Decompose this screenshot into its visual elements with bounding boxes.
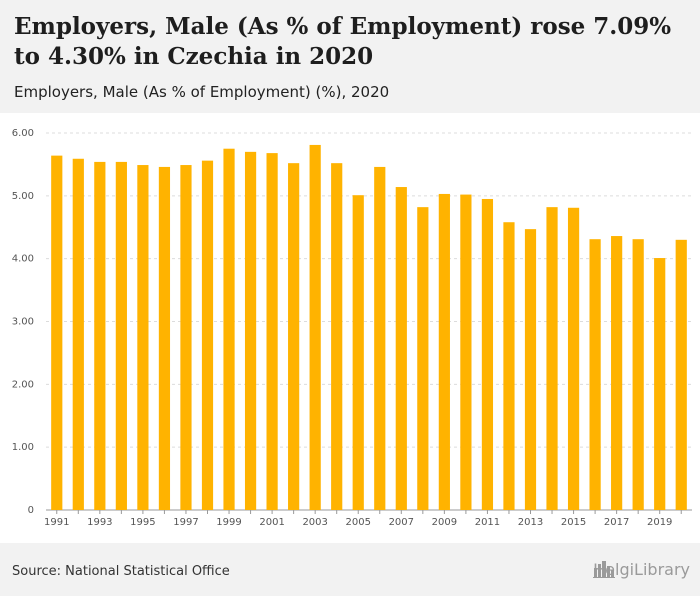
- bar: [503, 222, 515, 510]
- x-tick-label: 1997: [173, 517, 198, 528]
- brand-logo[interactable]: HelgiLibrary: [593, 560, 690, 579]
- x-tick-label: 2019: [647, 517, 672, 528]
- y-tick-label: 2.00: [12, 379, 34, 390]
- bar: [632, 239, 644, 510]
- bar: [288, 163, 300, 510]
- bar: [417, 207, 429, 510]
- source-note: Source: National Statistical Office: [12, 564, 230, 579]
- x-tick-label: 1991: [44, 517, 69, 528]
- chart-subtitle: Employers, Male (As % of Employment) (%)…: [14, 83, 390, 101]
- y-tick-label: 3.00: [12, 317, 34, 328]
- y-tick-label: 4.00: [12, 254, 34, 265]
- y-tick-label: 1.00: [12, 442, 34, 453]
- bar: [266, 153, 278, 510]
- brand-name: HelgiLibrary: [593, 560, 690, 579]
- bar: [72, 158, 84, 510]
- x-tick-label: 1993: [87, 517, 112, 528]
- bar: [115, 161, 127, 511]
- bar: [223, 148, 235, 511]
- x-tick-label: 2003: [302, 517, 327, 528]
- bar: [374, 166, 386, 510]
- bar: [481, 198, 494, 510]
- footer: Source: National Statistical Office Helg…: [0, 543, 700, 596]
- bar: [51, 155, 63, 510]
- y-tick-label: 5.00: [12, 191, 34, 202]
- x-tick-label: 2001: [259, 517, 284, 528]
- bar: [309, 144, 321, 510]
- x-tick-label: 2007: [389, 517, 414, 528]
- bar: [524, 229, 537, 510]
- y-tick-label: 0: [28, 505, 34, 516]
- bar: [546, 207, 558, 510]
- bar: [460, 194, 472, 510]
- x-tick-label: 1995: [130, 517, 155, 528]
- bar: [94, 161, 106, 511]
- bar: [654, 258, 666, 510]
- bar: [395, 187, 407, 510]
- y-tick-label: 6.00: [12, 128, 34, 139]
- bar: [158, 166, 171, 510]
- bar: [675, 239, 687, 511]
- bar: [201, 160, 214, 510]
- bar: [180, 165, 192, 511]
- city-skyline-icon: [593, 561, 616, 578]
- chart-area: 0 1.00 2.00 3.00 4.00 5.00 6.00 1991 1993 1995 199…: [0, 113, 700, 543]
- bar-chart: 0 1.00 2.00 3.00 4.00 5.00 6.00 1991 1993 1995 199…: [12, 128, 692, 528]
- x-tick-label: 2011: [475, 517, 500, 528]
- bar: [244, 151, 257, 510]
- bar: [137, 165, 149, 511]
- bar: [352, 195, 364, 510]
- page-title: Employers, Male (As % of Employment) ros…: [14, 13, 672, 70]
- x-tick-label: 2013: [518, 517, 543, 528]
- header: Employers, Male (As % of Employment) ros…: [0, 0, 700, 113]
- x-tick-label: 2009: [432, 517, 457, 528]
- x-tick-label: 2015: [561, 517, 586, 528]
- bar: [331, 163, 343, 510]
- bar: [438, 193, 450, 510]
- x-tick-label: 1999: [216, 517, 241, 528]
- bar: [589, 239, 601, 510]
- bar: [611, 236, 623, 510]
- x-tick-label: 2005: [346, 517, 371, 528]
- bar: [567, 207, 580, 510]
- x-tick-label: 2017: [604, 517, 629, 528]
